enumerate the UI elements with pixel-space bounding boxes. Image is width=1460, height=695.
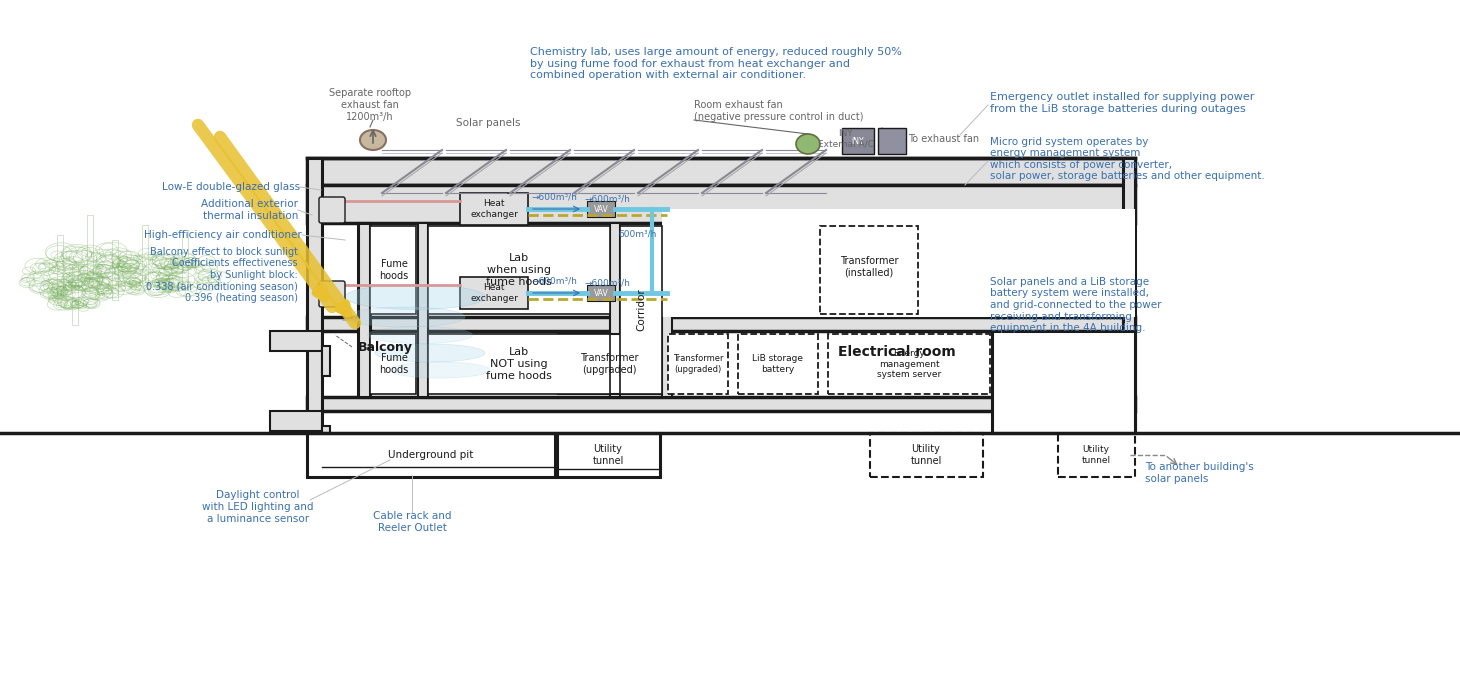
Bar bbox=[991, 331, 1134, 433]
Bar bbox=[307, 158, 323, 433]
Bar bbox=[323, 346, 330, 376]
Text: To exhaust fan: To exhaust fan bbox=[908, 134, 980, 144]
Bar bbox=[1058, 433, 1134, 477]
Text: High-efficiency air conditioner: High-efficiency air conditioner bbox=[145, 230, 302, 240]
Text: LiB storage
battery: LiB storage battery bbox=[752, 354, 803, 374]
Ellipse shape bbox=[375, 344, 485, 362]
Text: Lab
NOT using
fume hoods: Lab NOT using fume hoods bbox=[486, 348, 552, 381]
Bar bbox=[870, 433, 983, 477]
Text: Micro grid system operates by
energy management system
which consists of power c: Micro grid system operates by energy man… bbox=[990, 137, 1264, 181]
Bar bbox=[587, 201, 615, 217]
Bar bbox=[620, 226, 661, 394]
Bar bbox=[661, 223, 672, 397]
Bar bbox=[307, 317, 1134, 331]
Text: →600m³/h: →600m³/h bbox=[585, 195, 631, 204]
Text: Energy
management
system server: Energy management system server bbox=[877, 349, 942, 379]
Bar bbox=[821, 226, 918, 314]
Bar bbox=[428, 226, 610, 314]
Text: →600m³/h: →600m³/h bbox=[531, 193, 578, 202]
Bar bbox=[72, 265, 77, 325]
Text: →600m³/h: →600m³/h bbox=[531, 277, 578, 286]
Text: Balcony effect to block sunligt
Coefficients effectiveness
by Sunlight block:
0.: Balcony effect to block sunligt Coeffici… bbox=[146, 247, 298, 303]
Text: Utility
tunnel: Utility tunnel bbox=[1082, 445, 1111, 465]
Bar bbox=[307, 433, 555, 477]
Text: Lab
when using
fume hoods: Lab when using fume hoods bbox=[486, 254, 552, 286]
Bar bbox=[737, 334, 818, 394]
Text: Corridor: Corridor bbox=[637, 288, 645, 332]
Text: Solar panels and a LiB storage
battery system were installed,
and grid-connected: Solar panels and a LiB storage battery s… bbox=[990, 277, 1162, 333]
Bar bbox=[661, 209, 1134, 317]
Bar bbox=[369, 334, 416, 394]
Bar bbox=[460, 277, 529, 309]
Text: Cable rack and
Reeler Outlet: Cable rack and Reeler Outlet bbox=[372, 512, 451, 533]
Bar bbox=[182, 230, 188, 290]
Text: VAV: VAV bbox=[594, 204, 609, 213]
Bar bbox=[369, 226, 416, 314]
Ellipse shape bbox=[368, 327, 473, 343]
Ellipse shape bbox=[390, 362, 491, 378]
Bar bbox=[142, 225, 147, 285]
Text: Chemistry lab, uses large amount of energy, reduced roughly 50%
by using fume fo: Chemistry lab, uses large amount of ener… bbox=[530, 47, 902, 80]
Bar bbox=[610, 223, 620, 397]
Bar bbox=[307, 397, 1134, 411]
Bar bbox=[270, 331, 323, 351]
Bar bbox=[270, 411, 323, 431]
Text: Additional exterior
thermal insulation: Additional exterior thermal insulation bbox=[201, 199, 298, 221]
Text: To another building's
solar panels: To another building's solar panels bbox=[1145, 462, 1254, 484]
Bar bbox=[57, 235, 63, 295]
Text: Low-E double-glazed glass: Low-E double-glazed glass bbox=[162, 182, 299, 192]
FancyBboxPatch shape bbox=[318, 281, 345, 307]
Bar bbox=[558, 433, 660, 477]
Bar bbox=[669, 334, 729, 394]
Text: Transformer
(upgraded): Transformer (upgraded) bbox=[673, 354, 723, 374]
Text: VAV: VAV bbox=[594, 288, 609, 297]
Ellipse shape bbox=[361, 130, 385, 150]
Text: Transformer
(upgraded): Transformer (upgraded) bbox=[580, 353, 638, 375]
Text: Utility
tunnel: Utility tunnel bbox=[593, 444, 623, 466]
Bar bbox=[323, 426, 330, 456]
Text: Heat
exchanger: Heat exchanger bbox=[470, 199, 518, 219]
Bar bbox=[88, 215, 93, 275]
Bar bbox=[358, 223, 369, 397]
Bar bbox=[307, 185, 1134, 223]
Text: 600m³/h: 600m³/h bbox=[619, 229, 657, 238]
Text: Emergency outlet installed for supplying power
from the LiB storage batteries du: Emergency outlet installed for supplying… bbox=[990, 92, 1254, 114]
Bar bbox=[558, 334, 660, 394]
Text: INY: INY bbox=[851, 136, 864, 145]
Text: Underground pit: Underground pit bbox=[388, 450, 473, 460]
Text: →600m³/h: →600m³/h bbox=[585, 279, 631, 288]
Text: Separate rooftop
exhaust fan
1200m³/h: Separate rooftop exhaust fan 1200m³/h bbox=[328, 88, 412, 122]
Ellipse shape bbox=[345, 284, 485, 309]
FancyBboxPatch shape bbox=[318, 197, 345, 223]
Bar bbox=[460, 193, 529, 225]
Text: INY
External A/C: INY External A/C bbox=[818, 129, 875, 149]
Bar bbox=[428, 334, 610, 394]
Bar bbox=[842, 128, 875, 154]
Text: Solar panels: Solar panels bbox=[456, 118, 520, 128]
Text: Transformer
(installed): Transformer (installed) bbox=[839, 256, 898, 278]
Text: Fume
hoods: Fume hoods bbox=[380, 259, 409, 281]
Text: Balcony: Balcony bbox=[358, 341, 413, 354]
Bar bbox=[307, 158, 1134, 185]
Bar bbox=[828, 334, 990, 394]
Text: Room exhaust fan
(negative pressure control in duct): Room exhaust fan (negative pressure cont… bbox=[694, 100, 863, 122]
Text: Fume
hoods: Fume hoods bbox=[380, 353, 409, 375]
Bar bbox=[877, 128, 907, 154]
Bar bbox=[112, 240, 118, 300]
Ellipse shape bbox=[796, 134, 821, 154]
Bar bbox=[418, 223, 428, 397]
Text: Heat
exchanger: Heat exchanger bbox=[470, 284, 518, 303]
Ellipse shape bbox=[345, 307, 464, 327]
Text: Utility
tunnel: Utility tunnel bbox=[911, 444, 942, 466]
Text: Daylight control
with LED lighting and
a luminance sensor: Daylight control with LED lighting and a… bbox=[203, 491, 314, 523]
Bar bbox=[587, 285, 615, 301]
Bar bbox=[1123, 158, 1134, 433]
Text: Electrical room: Electrical room bbox=[838, 345, 956, 359]
